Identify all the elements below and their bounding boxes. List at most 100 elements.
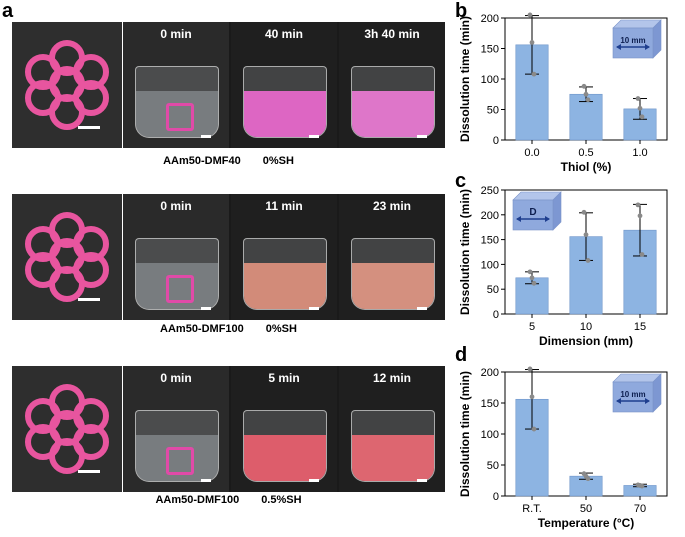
- y-tick-label: 0: [493, 135, 499, 147]
- y-tick-label: 50: [487, 460, 499, 472]
- scaffold-image: [12, 366, 122, 492]
- beaker-liquid: [352, 435, 434, 481]
- x-tick-label: 50: [580, 503, 592, 515]
- beaker-liquid: [352, 263, 434, 309]
- y-tick-label: 200: [481, 367, 499, 379]
- inset-label: 10 mm: [620, 390, 645, 399]
- y-tick-label: 0: [493, 309, 499, 321]
- y-tick-label: 250: [481, 185, 499, 197]
- y-tick-label: 100: [481, 259, 499, 271]
- scaffold-image: [12, 194, 122, 320]
- beaker-liquid: [244, 435, 326, 481]
- photo-row-1: 0 min 40 min 3h 40 min: [12, 22, 445, 148]
- data-point: [531, 426, 537, 432]
- data-point: [527, 12, 533, 18]
- scale-bar: [417, 479, 427, 482]
- data-point: [527, 269, 533, 275]
- scaffold-photo: [12, 366, 122, 492]
- frame-time-label: 0 min: [160, 27, 192, 41]
- beaker: [135, 410, 219, 482]
- photo-row-2: 0 min 11 min 23 min: [12, 194, 445, 320]
- scaffold-cube: [166, 447, 194, 475]
- chart-d-temperature: 0 50 100 150 200 R.T. 50 70 Temperature (°C) Diss…: [455, 348, 685, 532]
- panel-letter-a: a: [2, 0, 14, 22]
- y-tick-label: 100: [481, 74, 499, 86]
- arrow-head-right: [645, 44, 650, 50]
- y-tick-label: 150: [481, 235, 499, 247]
- scaffold-photo: [12, 194, 122, 320]
- beaker-frame-2: 5 min: [231, 366, 337, 492]
- sample-label: AAm50-DMF40 0%SH: [12, 155, 445, 167]
- y-tick-label: 100: [481, 429, 499, 441]
- sample-thiol: 0.5%SH: [261, 494, 302, 506]
- dissolution-sequence: 0 min 11 min 23 min: [123, 194, 445, 320]
- beaker-frame-1: 0 min: [123, 194, 229, 320]
- scaffold-cube: [166, 103, 194, 131]
- scale-bar: [309, 479, 319, 482]
- data-point: [585, 476, 591, 482]
- data-point: [635, 202, 641, 208]
- beaker-frame-2: 11 min: [231, 194, 337, 320]
- photo-row-3: 0 min 5 min 12 min: [12, 366, 445, 492]
- data-point: [581, 83, 587, 89]
- scale-bar: [417, 135, 427, 138]
- y-axis-label: Dissolution time (min): [458, 16, 472, 142]
- beaker: [135, 238, 219, 310]
- frame-time-label: 11 min: [265, 199, 303, 213]
- x-tick-label: 0.0: [524, 147, 539, 159]
- dissolution-sequence: 0 min 40 min 3h 40 min: [123, 22, 445, 148]
- frame-time-label: 5 min: [268, 371, 300, 385]
- sample-thiol: 0%SH: [265, 323, 297, 335]
- arrow-head-left: [616, 398, 621, 404]
- x-tick-label: 70: [634, 503, 646, 515]
- beaker-frame-1: 0 min: [123, 22, 229, 148]
- data-point: [583, 232, 589, 238]
- beaker-frame-3: 23 min: [339, 194, 445, 320]
- data-point: [581, 209, 587, 215]
- y-tick-label: 50: [487, 105, 499, 117]
- data-point: [531, 71, 537, 77]
- y-tick-label: 150: [481, 398, 499, 410]
- sample-name: AAm50-DMF40: [163, 155, 241, 167]
- arrow-head-left: [516, 216, 521, 222]
- data-point: [527, 366, 533, 372]
- cube-front: [612, 381, 654, 413]
- data-point: [531, 280, 537, 286]
- beaker-liquid: [244, 91, 326, 137]
- data-point: [639, 483, 645, 489]
- x-tick-label: 15: [634, 321, 646, 333]
- y-tick-label: 0: [493, 491, 499, 503]
- frame-time-label: 3h 40 min: [364, 27, 420, 41]
- y-tick-label: 50: [487, 284, 499, 296]
- x-axis-label: Thiol (%): [561, 160, 612, 174]
- arrow-head-right: [645, 398, 650, 404]
- data-point: [639, 252, 645, 257]
- data-point: [583, 91, 589, 97]
- panel-letter-c: c: [455, 170, 467, 192]
- beaker-liquid: [244, 263, 326, 309]
- data-point: [637, 105, 643, 111]
- beaker: [243, 410, 327, 482]
- data-point: [585, 97, 591, 103]
- beaker-frame-1: 0 min: [123, 366, 229, 492]
- chart-b-thiol: 0 50 100 150 200 0.0 0.5 1.0 Thiol (%) Dissolutio…: [455, 4, 685, 174]
- data-point: [529, 275, 535, 281]
- x-tick-label: 5: [529, 321, 535, 333]
- sample-label: AAm50-DMF100 0%SH: [12, 323, 445, 335]
- data-point: [585, 258, 591, 263]
- panel-letter-b: b: [455, 0, 468, 22]
- inset-label: 10 mm: [620, 36, 645, 45]
- scaffold-photo: [12, 22, 122, 148]
- chart-b-svg: 0 50 100 150 200 0.0 0.5 1.0 Thiol (%) Dissolutio…: [458, 12, 668, 174]
- beaker-frame-2: 40 min: [231, 22, 337, 148]
- scale-bar: [417, 307, 427, 310]
- data-point: [529, 394, 535, 400]
- beaker-frame-3: 3h 40 min: [339, 22, 445, 148]
- inset-label: D: [529, 207, 536, 218]
- cube-inset-icon: D: [512, 191, 562, 231]
- scale-bar: [309, 307, 319, 310]
- beaker-frame-3: 12 min: [339, 366, 445, 492]
- chart-c-dimension: 0 50 100 150 200 250 5 10 15 Dimension (mm) Dissol…: [455, 174, 685, 348]
- cube-inset-icon: 10 mm: [612, 373, 662, 413]
- y-tick-label: 150: [481, 44, 499, 56]
